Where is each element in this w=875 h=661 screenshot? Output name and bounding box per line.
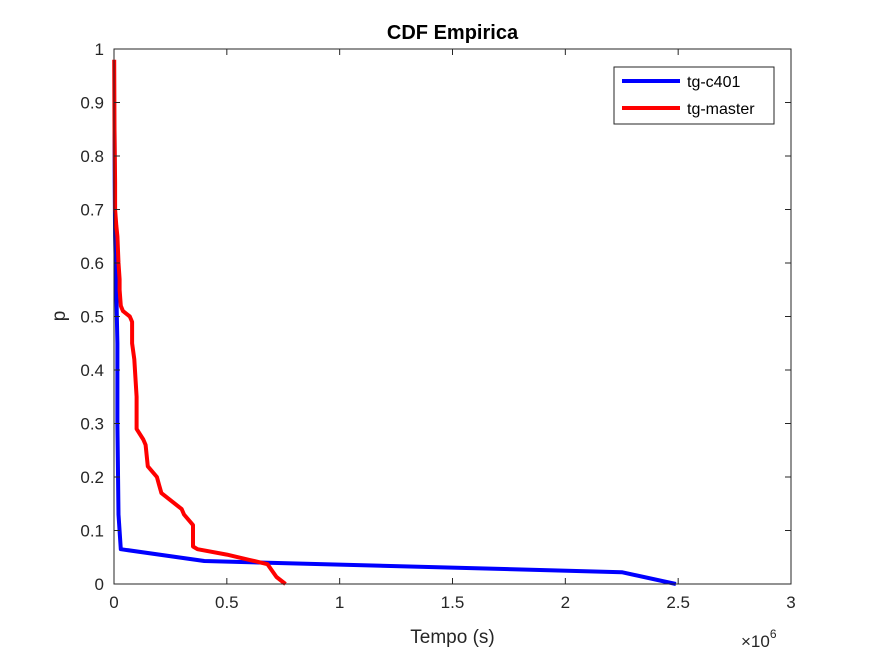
y-tick-label: 1 xyxy=(95,40,104,59)
legend-box xyxy=(613,66,775,125)
x-exponent-power: 6 xyxy=(770,627,777,641)
y-axis-label: p xyxy=(49,311,70,322)
tick-layer: 0 0.5 1 1.5 2 2.5 3 0 0.1 0.2 0.3 0.4 0.5 0.6 0.7 0.8 0.… xyxy=(80,40,795,612)
y-tick-label: 0.4 xyxy=(80,361,104,380)
series-line-tg-master xyxy=(112,59,287,586)
x-exponent-base: ×10 xyxy=(741,632,770,651)
y-tick-label: 0.3 xyxy=(80,415,104,434)
x-tick-label: 1.5 xyxy=(441,593,465,612)
y-tick-label: 0.1 xyxy=(80,522,104,541)
y-tick-label: 0.9 xyxy=(80,94,104,113)
x-tick-label: 0.5 xyxy=(215,593,239,612)
y-tick-label: 0.7 xyxy=(80,201,104,220)
chart-title: CDF Empirica xyxy=(387,22,519,44)
y-tick-label: 0.6 xyxy=(80,254,104,273)
plot-background xyxy=(114,49,791,584)
legend-label-tg-master: tg-master xyxy=(687,101,755,118)
x-tick-label: 3 xyxy=(786,593,795,612)
legend: tg-c401 tg-master xyxy=(613,66,775,125)
y-tick-label: 0.5 xyxy=(80,308,104,327)
legend-label-tg-c401: tg-c401 xyxy=(687,74,740,91)
y-tick-label: 0 xyxy=(95,575,104,594)
x-tick-label: 1 xyxy=(335,593,344,612)
x-tick-label: 2.5 xyxy=(666,593,690,612)
y-tick-label: 0.8 xyxy=(80,147,104,166)
x-tick-label: 0 xyxy=(109,593,118,612)
x-axis-label: Tempo (s) xyxy=(410,627,494,648)
x-exponent-multiplier: ×106 xyxy=(741,627,777,651)
x-tick-label: 2 xyxy=(561,593,570,612)
y-tick-label: 0.2 xyxy=(80,468,104,487)
